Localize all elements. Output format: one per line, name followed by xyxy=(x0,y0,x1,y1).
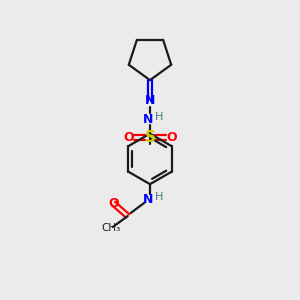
Text: H: H xyxy=(155,112,164,122)
Text: N: N xyxy=(145,94,155,107)
Text: O: O xyxy=(108,197,119,210)
Text: S: S xyxy=(145,130,155,145)
Text: H: H xyxy=(155,192,164,202)
Text: O: O xyxy=(166,131,177,144)
Text: N: N xyxy=(142,113,153,126)
Text: O: O xyxy=(123,131,134,144)
Text: N: N xyxy=(142,193,153,206)
Text: CH₃: CH₃ xyxy=(102,224,121,233)
